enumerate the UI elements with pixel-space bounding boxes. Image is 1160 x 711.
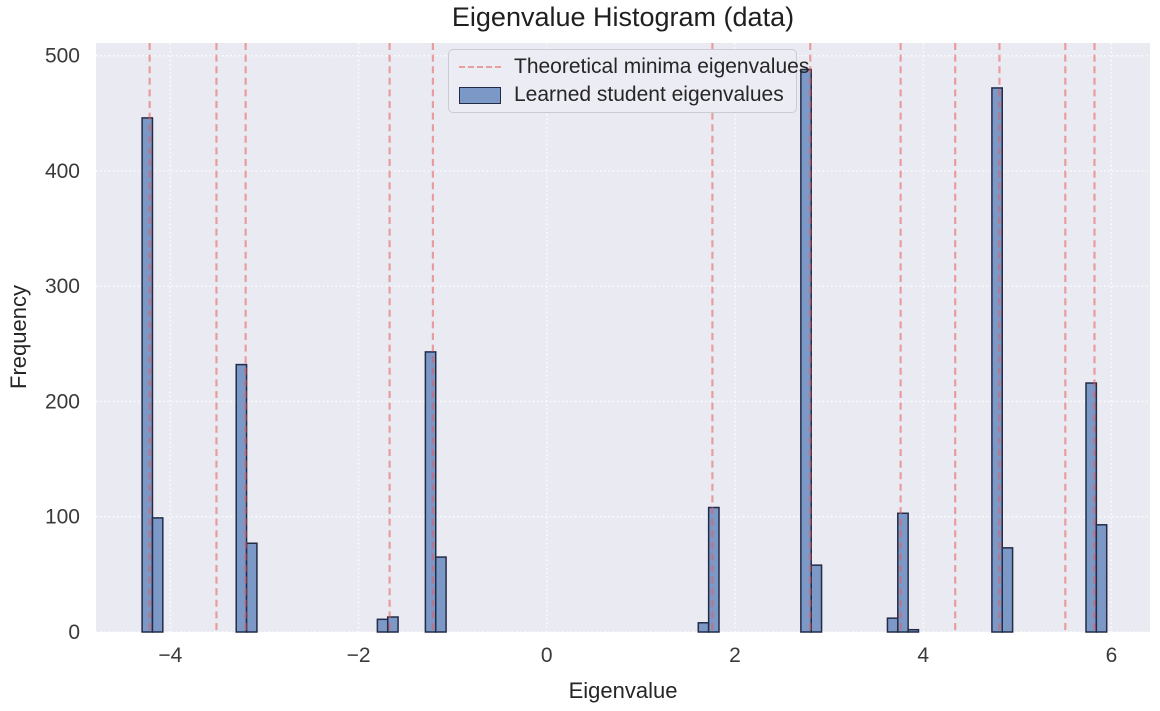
histogram-bar [434,556,447,633]
histogram-bar [1001,547,1014,633]
histogram-bar [1085,382,1098,633]
histogram-patch-icon [459,86,501,104]
histogram-bar [424,351,437,633]
x-tick-label: −2 [347,644,371,667]
y-tick-label: 400 [45,160,80,183]
dashed-line-icon [459,66,501,68]
histogram-bar [245,542,258,633]
dashed-line-legend-swatch [459,66,501,68]
y-tick-label: 300 [45,275,80,298]
x-tick-label: 0 [541,644,553,667]
legend: Theoretical minima eigenvalues Learned s… [448,49,809,113]
x-tick-label: 2 [729,644,741,667]
x-tick-label: 6 [1106,644,1118,667]
histogram-bar [376,618,389,633]
chart-title: Eigenvalue Histogram (data) [451,2,795,32]
histogram-bar [707,506,720,633]
legend-label: Learned student eigenvalues [514,83,784,106]
legend-item-learned-student: Learned student eigenvalues [459,82,786,108]
legend-label: Theoretical minima eigenvalues [514,55,810,78]
histogram-bar [151,517,164,633]
x-axis-label: Eigenvalue [568,678,678,703]
histogram-legend-swatch [459,86,501,104]
y-tick-label: 100 [45,506,80,529]
plot-background [96,43,1150,632]
y-tick-label: 500 [45,45,80,68]
y-axis-label: Frequency [6,285,31,389]
histogram-bar [1095,524,1108,633]
histogram-bar [897,512,909,633]
x-tick-label: −4 [158,644,182,667]
histogram-bar [810,564,823,633]
histogram-bar [886,617,899,633]
histogram-bar [141,117,154,633]
y-tick-label: 0 [68,621,80,644]
histogram-bar [697,622,710,633]
histogram-bar [907,628,920,633]
histogram-bar [991,87,1004,633]
legend-item-theoretical-minima: Theoretical minima eigenvalues [459,54,809,80]
x-tick-label: 4 [917,644,929,667]
histogram-bar [386,616,399,633]
y-tick-label: 200 [45,390,80,413]
